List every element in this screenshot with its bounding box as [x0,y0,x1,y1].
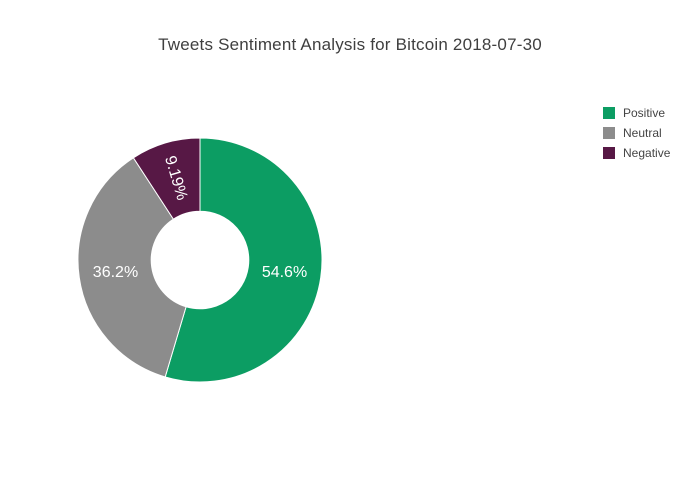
legend-swatch-neutral [603,126,615,139]
legend: Positive Neutral Negative [603,105,671,160]
legend-item-neutral[interactable]: Neutral [603,125,670,140]
pie-slice-neutral[interactable] [77,157,187,378]
slice-label-positive: 54.6% [262,264,307,281]
pie-slice-negative[interactable] [132,137,201,220]
slice-label-neutral: 36.2% [93,264,138,281]
pie-slice-positive[interactable] [164,137,323,383]
chart-title: Tweets Sentiment Analysis for Bitcoin 20… [158,35,542,54]
legend-swatch-negative [603,146,615,159]
legend-swatch-positive [603,106,615,119]
legend-item-negative[interactable]: Negative [603,145,671,160]
legend-label-neutral: Neutral [623,125,662,140]
legend-label-negative: Negative [623,145,671,160]
legend-item-positive[interactable]: Positive [603,105,670,120]
legend-label-positive: Positive [623,105,666,120]
